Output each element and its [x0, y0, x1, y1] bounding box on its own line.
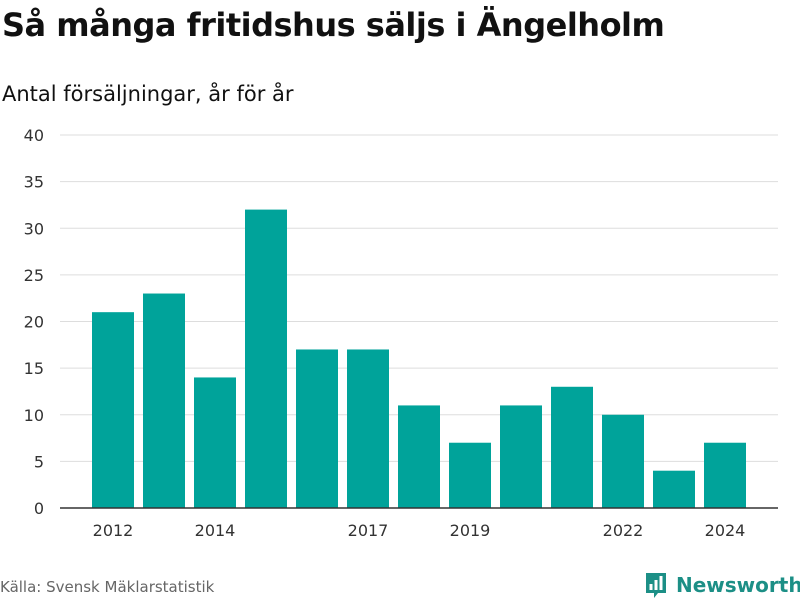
bar [500, 405, 542, 508]
bar [704, 442, 746, 508]
y-tick-label: 35 [24, 173, 44, 192]
y-tick-label: 0 [34, 499, 44, 518]
y-tick-label: 15 [24, 359, 44, 378]
bar [653, 470, 695, 508]
x-tick-label: 2014 [195, 521, 236, 540]
bar [449, 442, 491, 508]
x-tick-label: 2017 [348, 521, 389, 540]
bar [347, 349, 389, 508]
source-note: Källa: Svensk Mäklarstatistik [0, 578, 215, 596]
x-tick-label: 2024 [705, 521, 746, 540]
y-tick-label: 5 [34, 452, 44, 471]
bar [245, 209, 287, 508]
y-tick-label: 25 [24, 266, 44, 285]
bar [398, 405, 440, 508]
x-tick-label: 2019 [450, 521, 491, 540]
brand-name: Newsworthy [676, 573, 800, 597]
y-tick-label: 40 [24, 126, 44, 145]
x-tick-label: 2022 [603, 521, 644, 540]
x-tick-label: 2012 [93, 521, 134, 540]
bar [194, 377, 236, 508]
bar [143, 293, 185, 508]
chart-title: Så många fritidshus säljs i Ängelholm [2, 6, 665, 44]
bar [92, 312, 134, 508]
bar [296, 349, 338, 508]
y-tick-label: 10 [24, 406, 44, 425]
y-tick-label: 30 [24, 219, 44, 238]
y-tick-label: 20 [24, 313, 44, 332]
bar [602, 414, 644, 508]
bar [551, 386, 593, 508]
chart-subtitle: Antal försäljningar, år för år [2, 82, 294, 106]
brand-logo: Newsworthy [644, 570, 800, 600]
bar-chart-logo-icon [646, 573, 666, 598]
